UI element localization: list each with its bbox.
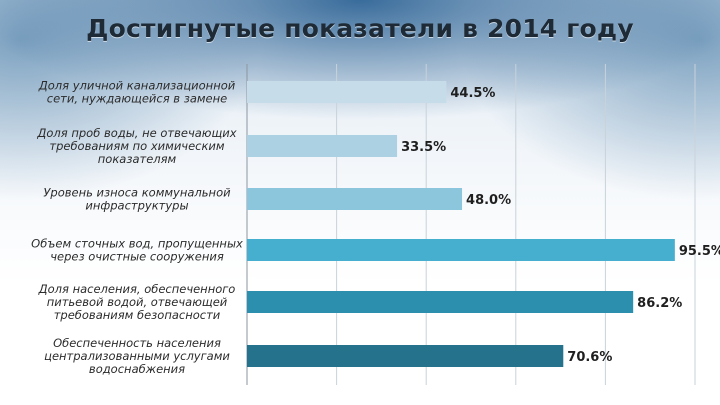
value-label-5: 86.2% [637,296,682,311]
category-label-line: показателям [98,152,177,166]
category-label-line: Доля проб воды, не отвечающих [36,126,236,140]
category-label-line: требованиям по химическим [49,139,225,153]
bar-2 [247,135,398,157]
category-label-line: централизованными услугами [44,349,230,363]
category-label-3: Уровень износа коммунальной инфраструктур… [43,186,231,213]
label-layer: 44.5% Доля уличной канализационной сети, н… [31,79,720,377]
category-label-line: Обеспеченность населения [53,336,221,350]
category-label-line: требованиям безопасности [54,308,221,322]
bar-6 [247,345,564,367]
value-label-6: 70.6% [567,350,612,365]
category-label-line: Доля населения, обеспеченного [38,282,236,296]
category-label-line: через очистные сооружения [50,250,224,264]
category-label-1: Доля уличной канализационной сети, нуждаю… [38,79,236,106]
category-label-line: сети, нуждающейся в замене [47,92,227,106]
category-label-4: Объем сточных вод, пропущенных через очис… [31,237,243,264]
grid-layer [246,64,696,385]
bar-5 [247,291,634,313]
value-label-2: 33.5% [401,140,446,155]
category-label-line: питьевой водой, отвечающей [47,295,228,309]
bar-1 [247,81,447,103]
value-label-4: 95.5% [679,244,720,259]
bar-4 [247,239,675,261]
category-label-line: Уровень износа коммунальной [43,186,231,200]
category-label-5: Доля населения, обеспеченного питьевой во… [38,282,236,322]
bar-layer [247,81,675,367]
category-label-line: Доля уличной канализационной [38,79,236,93]
bar-3 [247,188,463,210]
chart-title: Достигнутые показатели в 2014 году [86,14,634,43]
value-label-3: 48.0% [466,193,511,208]
category-label-line: инфраструктуры [85,199,188,213]
category-label-2: Доля проб воды, не отвечающих требованиям… [36,126,236,166]
category-label-6: Обеспеченность населения централизованным… [44,336,230,376]
category-label-line: водоснабжения [89,362,185,376]
category-label-line: Объем сточных вод, пропущенных [31,237,243,251]
value-label-1: 44.5% [450,86,495,101]
